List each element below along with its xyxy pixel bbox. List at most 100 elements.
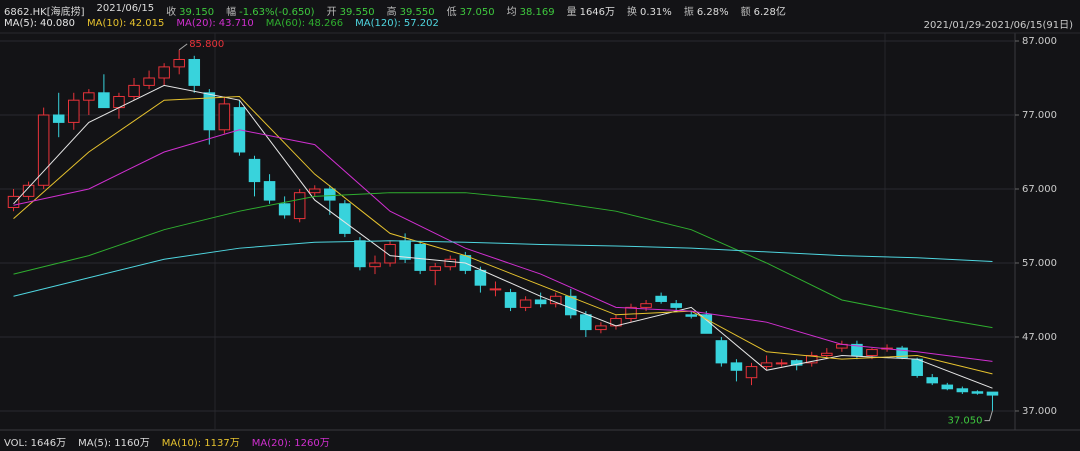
candle-body bbox=[339, 203, 351, 234]
y-tick-label: 57.000 bbox=[1022, 258, 1057, 269]
candle-body bbox=[504, 292, 517, 308]
candle-body bbox=[534, 299, 547, 305]
candle-body bbox=[655, 295, 667, 302]
candle-body bbox=[625, 306, 637, 319]
candle-body bbox=[263, 181, 276, 201]
ticker: 6862.HK[海底捞] bbox=[4, 7, 85, 18]
candle-body bbox=[986, 391, 999, 396]
y-tick-label: 67.000 bbox=[1022, 184, 1057, 195]
field-label: 额 bbox=[740, 7, 751, 18]
candle-body bbox=[218, 103, 231, 131]
ma-legend: MA(5): 40.080 MA(10): 42.015 MA(20): 43.710 MA… bbox=[4, 18, 439, 29]
candle-body bbox=[22, 184, 35, 197]
legend-entry: MA(20): 43.710 bbox=[176, 18, 253, 29]
candle-body bbox=[489, 288, 502, 291]
quote-field: 换 0.31% bbox=[627, 3, 672, 18]
candle-body bbox=[474, 269, 487, 286]
quote-field: 均 38.169 bbox=[507, 3, 555, 18]
candle-body bbox=[414, 243, 426, 271]
legend-name: MA(60): bbox=[265, 18, 306, 29]
candle-body bbox=[896, 347, 908, 359]
volume-entry: MA(20): 1260万 bbox=[251, 438, 330, 449]
note-line bbox=[984, 410, 993, 422]
candle-body bbox=[7, 195, 20, 208]
field-label: 换 bbox=[627, 7, 638, 18]
y-tick-label: 37.000 bbox=[1022, 406, 1057, 417]
candle-body bbox=[971, 391, 984, 394]
candle-body bbox=[429, 266, 441, 271]
legend-entry: MA(5): 40.080 bbox=[4, 18, 75, 29]
candle-body bbox=[866, 349, 878, 356]
field-label: 低 bbox=[446, 7, 457, 18]
candle-body bbox=[158, 66, 170, 79]
quote-field: 额 6.28亿 bbox=[741, 3, 786, 18]
legend-value: 57.202 bbox=[403, 18, 439, 29]
field-label: 量 bbox=[566, 7, 577, 18]
candle-body bbox=[293, 192, 306, 220]
candle-body bbox=[369, 262, 381, 268]
field-value: 39.550 bbox=[339, 7, 375, 18]
candle-body bbox=[324, 188, 336, 201]
quote-field: 开 39.550 bbox=[327, 3, 375, 18]
note-line bbox=[178, 43, 188, 51]
candle-body bbox=[128, 84, 140, 97]
ma-line bbox=[13, 95, 993, 375]
candle-body bbox=[143, 77, 155, 86]
candle-body bbox=[670, 303, 682, 308]
field-value: 0.31% bbox=[640, 7, 672, 18]
candle-body bbox=[308, 188, 321, 194]
candle-body bbox=[188, 58, 201, 86]
candle-body bbox=[354, 240, 366, 268]
candle-body bbox=[248, 158, 261, 183]
date-range[interactable]: 2021/01/29-2021/06/15(91日) bbox=[924, 20, 1074, 31]
field-label: 高 bbox=[386, 7, 397, 18]
quote-field: 低 37.050 bbox=[447, 3, 495, 18]
candle-body bbox=[715, 340, 728, 364]
quote-field: 振 6.28% bbox=[684, 3, 729, 18]
legend-name: MA(10): bbox=[87, 18, 127, 29]
volume-entry: VOL: 1646万 bbox=[4, 438, 67, 449]
candle-body bbox=[956, 388, 969, 393]
candle-body bbox=[68, 99, 80, 123]
y-tick-label: 87.000 bbox=[1022, 36, 1057, 47]
candle-body bbox=[595, 325, 607, 331]
candle-body bbox=[98, 92, 110, 109]
legend-name: MA(120): bbox=[355, 18, 401, 29]
ma-line bbox=[13, 192, 993, 329]
candle-body bbox=[745, 366, 758, 379]
candle-body bbox=[775, 362, 788, 365]
quote-field: 高 39.550 bbox=[387, 3, 435, 18]
field-value: 1646万 bbox=[579, 7, 616, 18]
quote-field: 幅 -1.63%(-0.650) bbox=[226, 3, 314, 18]
candle-body bbox=[173, 58, 185, 68]
candle-body bbox=[37, 114, 50, 186]
volume-entry: MA(10): 1137万 bbox=[161, 438, 240, 449]
quote-header: 6862.HK[海底捞] 2021/06/15 收 39.150 幅 -1.63%(-… bbox=[4, 3, 786, 18]
field-label: 开 bbox=[326, 7, 337, 18]
field-value: 37.050 bbox=[459, 7, 495, 18]
candle-body bbox=[640, 303, 652, 308]
date: 2021/06/15 bbox=[96, 3, 155, 14]
candle-body bbox=[926, 377, 938, 384]
field-label: 收 bbox=[166, 7, 177, 18]
legend-entry: MA(120): 57.202 bbox=[355, 18, 439, 29]
candle-body bbox=[565, 295, 577, 316]
ma-line bbox=[13, 84, 993, 389]
field-label: 均 bbox=[506, 7, 517, 18]
candle-body bbox=[83, 92, 95, 101]
candle-body bbox=[203, 92, 216, 131]
candle-body bbox=[821, 352, 833, 356]
candle-body bbox=[685, 314, 698, 317]
quote-field: 量 1646万 bbox=[567, 3, 615, 18]
field-value: 6.28亿 bbox=[753, 7, 786, 18]
field-value: -1.63%(-0.650) bbox=[239, 7, 315, 18]
candle-body bbox=[730, 362, 743, 371]
candle-body bbox=[52, 114, 65, 123]
legend-name: MA(20): bbox=[176, 18, 216, 29]
legend-entry: MA(10): 42.015 bbox=[87, 18, 164, 29]
field-value: 38.169 bbox=[519, 7, 555, 18]
legend-value: 43.710 bbox=[218, 18, 254, 29]
legend-name: MA(5): bbox=[4, 18, 38, 29]
candle-body bbox=[384, 243, 396, 264]
